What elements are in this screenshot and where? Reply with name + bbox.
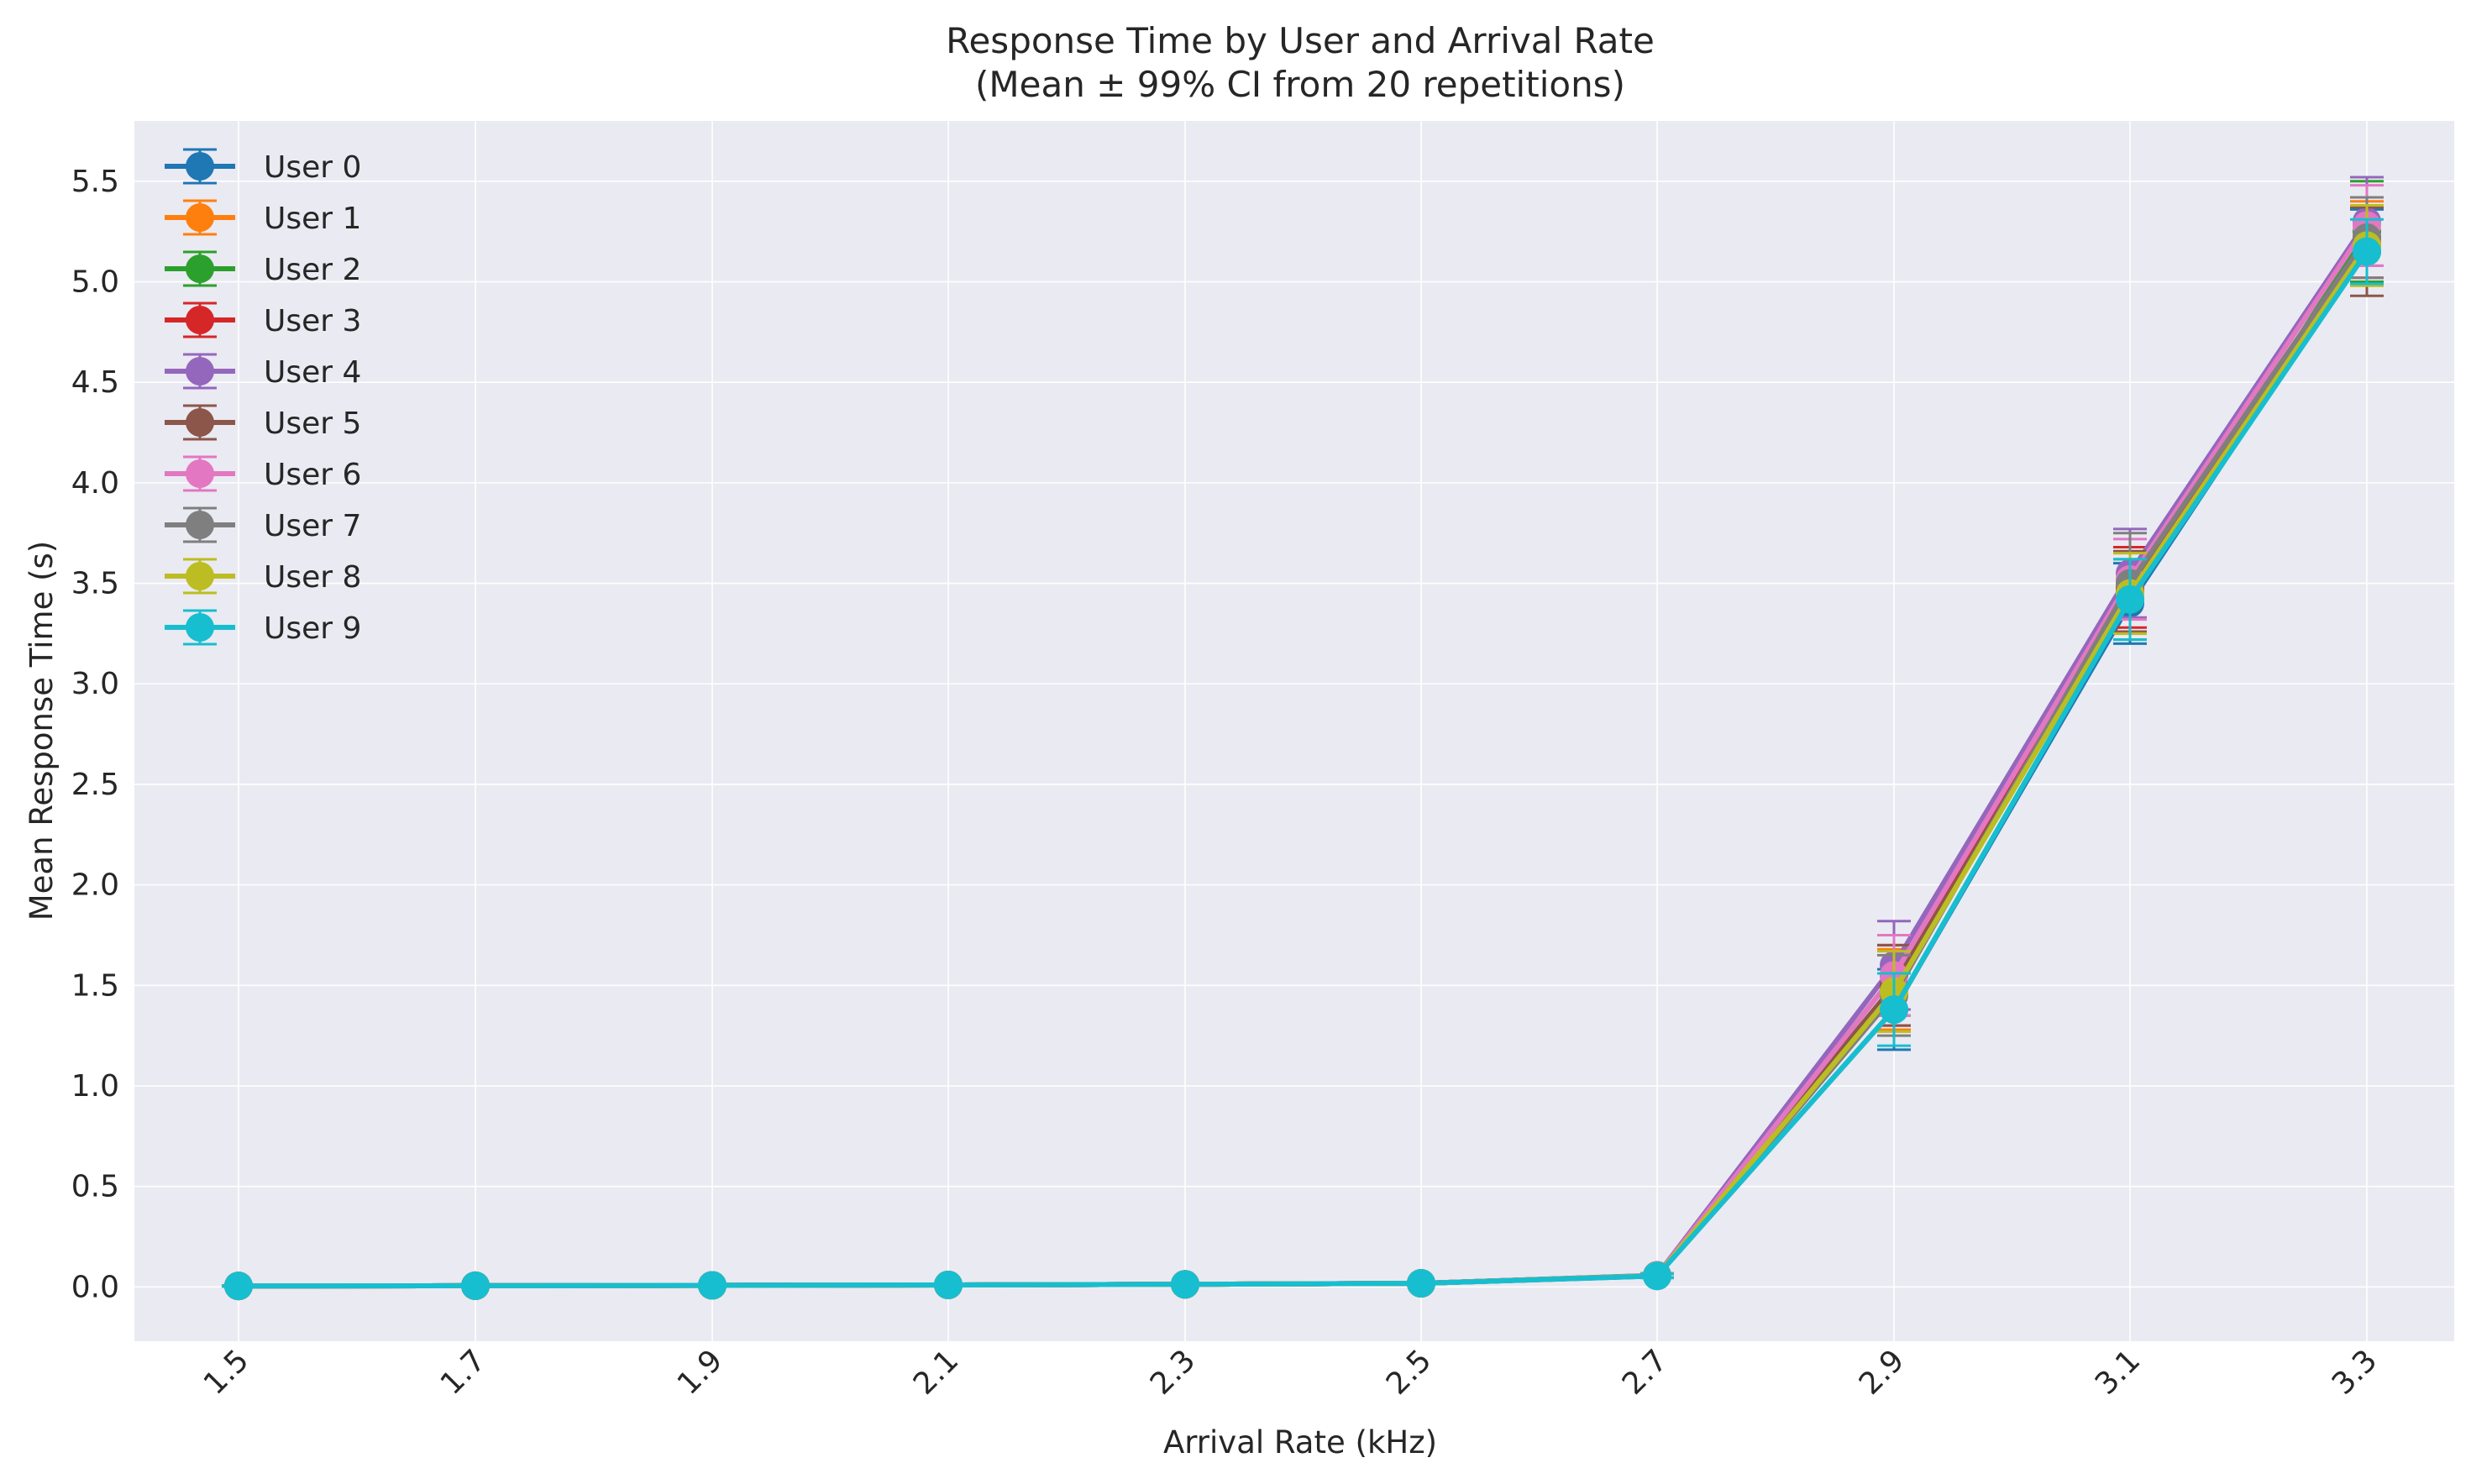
legend-label: User 4 [264, 355, 361, 390]
x-axis-ticks: 1.5 1.7 1.9 2.1 2.3 2.5 2.7 2.9 3.1 3.3 [197, 1343, 2384, 1401]
y-tick-label: 0.5 [71, 1170, 119, 1204]
legend-marker [186, 357, 214, 385]
x-tick-label: 1.9 [671, 1343, 729, 1401]
legend-item: User 9 [165, 609, 361, 646]
legend-marker [186, 613, 214, 642]
legend-label: User 6 [264, 458, 361, 492]
data-point [2116, 585, 2144, 614]
y-tick-label: 3.0 [71, 667, 119, 701]
y-tick-label: 0.0 [71, 1270, 119, 1304]
data-point [1171, 1270, 1199, 1299]
legend-item: User 1 [165, 199, 361, 236]
data-point [1643, 1261, 1671, 1291]
data-point [1880, 995, 1908, 1025]
x-tick-label: 1.7 [434, 1343, 492, 1401]
y-tick-label: 4.5 [71, 365, 119, 400]
y-axis-ticks: 0.0 0.5 1.0 1.5 2.0 2.5 3.0 3.5 4.0 4.5 5.0 5.5 [71, 165, 119, 1305]
data-point [461, 1271, 490, 1300]
legend-item: User 0 [165, 148, 361, 185]
legend-marker [186, 203, 214, 232]
chart-title: Response Time by User and Arrival Rate [946, 20, 1655, 61]
chart-subtitle: (Mean ± 99% CI from 20 repetitions) [975, 64, 1625, 105]
x-tick-label: 1.5 [197, 1343, 255, 1401]
y-tick-label: 2.5 [71, 768, 119, 802]
y-tick-label: 2.0 [71, 868, 119, 903]
series-user-9 [222, 218, 2384, 1301]
data-point [934, 1270, 963, 1299]
x-tick-label: 2.3 [1144, 1343, 1202, 1401]
legend-label: User 3 [264, 304, 361, 338]
x-tick-label: 3.1 [2089, 1343, 2147, 1401]
x-tick-label: 3.3 [2326, 1343, 2384, 1401]
y-tick-label: 5.5 [71, 165, 119, 199]
data-point [2353, 237, 2381, 266]
legend-label: User 7 [264, 509, 361, 543]
x-tick-label: 2.7 [1616, 1343, 1674, 1401]
legend-label: User 2 [264, 253, 361, 287]
y-tick-label: 1.0 [71, 1069, 119, 1104]
x-tick-label: 2.1 [907, 1343, 965, 1401]
legend-marker [186, 306, 214, 334]
x-axis-label: Arrival Rate (kHz) [1163, 1424, 1437, 1460]
legend-label: User 8 [264, 560, 361, 595]
legend-marker [186, 511, 214, 539]
legend-marker [186, 562, 214, 590]
y-tick-label: 1.5 [71, 968, 119, 1003]
data-point [224, 1272, 253, 1301]
legend: User 0 User 1 User 2 User 3 User 4 User 5 User… [165, 148, 361, 646]
legend-item: User 3 [165, 302, 361, 338]
legend-marker [186, 408, 214, 437]
plot-area [134, 121, 2454, 1341]
legend-label: User 5 [264, 406, 361, 441]
legend-marker [186, 152, 214, 181]
legend-item: User 2 [165, 250, 361, 287]
data-point [1407, 1269, 1435, 1298]
legend-item: User 7 [165, 506, 361, 543]
legend-item: User 4 [165, 353, 361, 390]
legend-item: User 5 [165, 404, 361, 441]
series-line [238, 249, 2369, 1289]
legend-label: User 0 [264, 150, 361, 185]
legend-marker [186, 254, 214, 283]
legend-item: User 6 [165, 455, 361, 492]
y-tick-label: 5.0 [71, 265, 119, 299]
legend-marker [186, 459, 214, 488]
x-tick-label: 2.5 [1380, 1343, 1438, 1401]
x-tick-label: 2.9 [1853, 1343, 1911, 1401]
y-axis-label: Mean Response Time (s) [24, 541, 60, 921]
data-point [698, 1271, 727, 1300]
y-tick-label: 3.5 [71, 567, 119, 601]
y-tick-label: 4.0 [71, 466, 119, 501]
legend-label: User 9 [264, 611, 361, 646]
legend-item: User 8 [165, 558, 361, 595]
series-layer [222, 176, 2384, 1301]
legend-label: User 1 [264, 202, 361, 236]
grid-lines [134, 121, 2454, 1341]
